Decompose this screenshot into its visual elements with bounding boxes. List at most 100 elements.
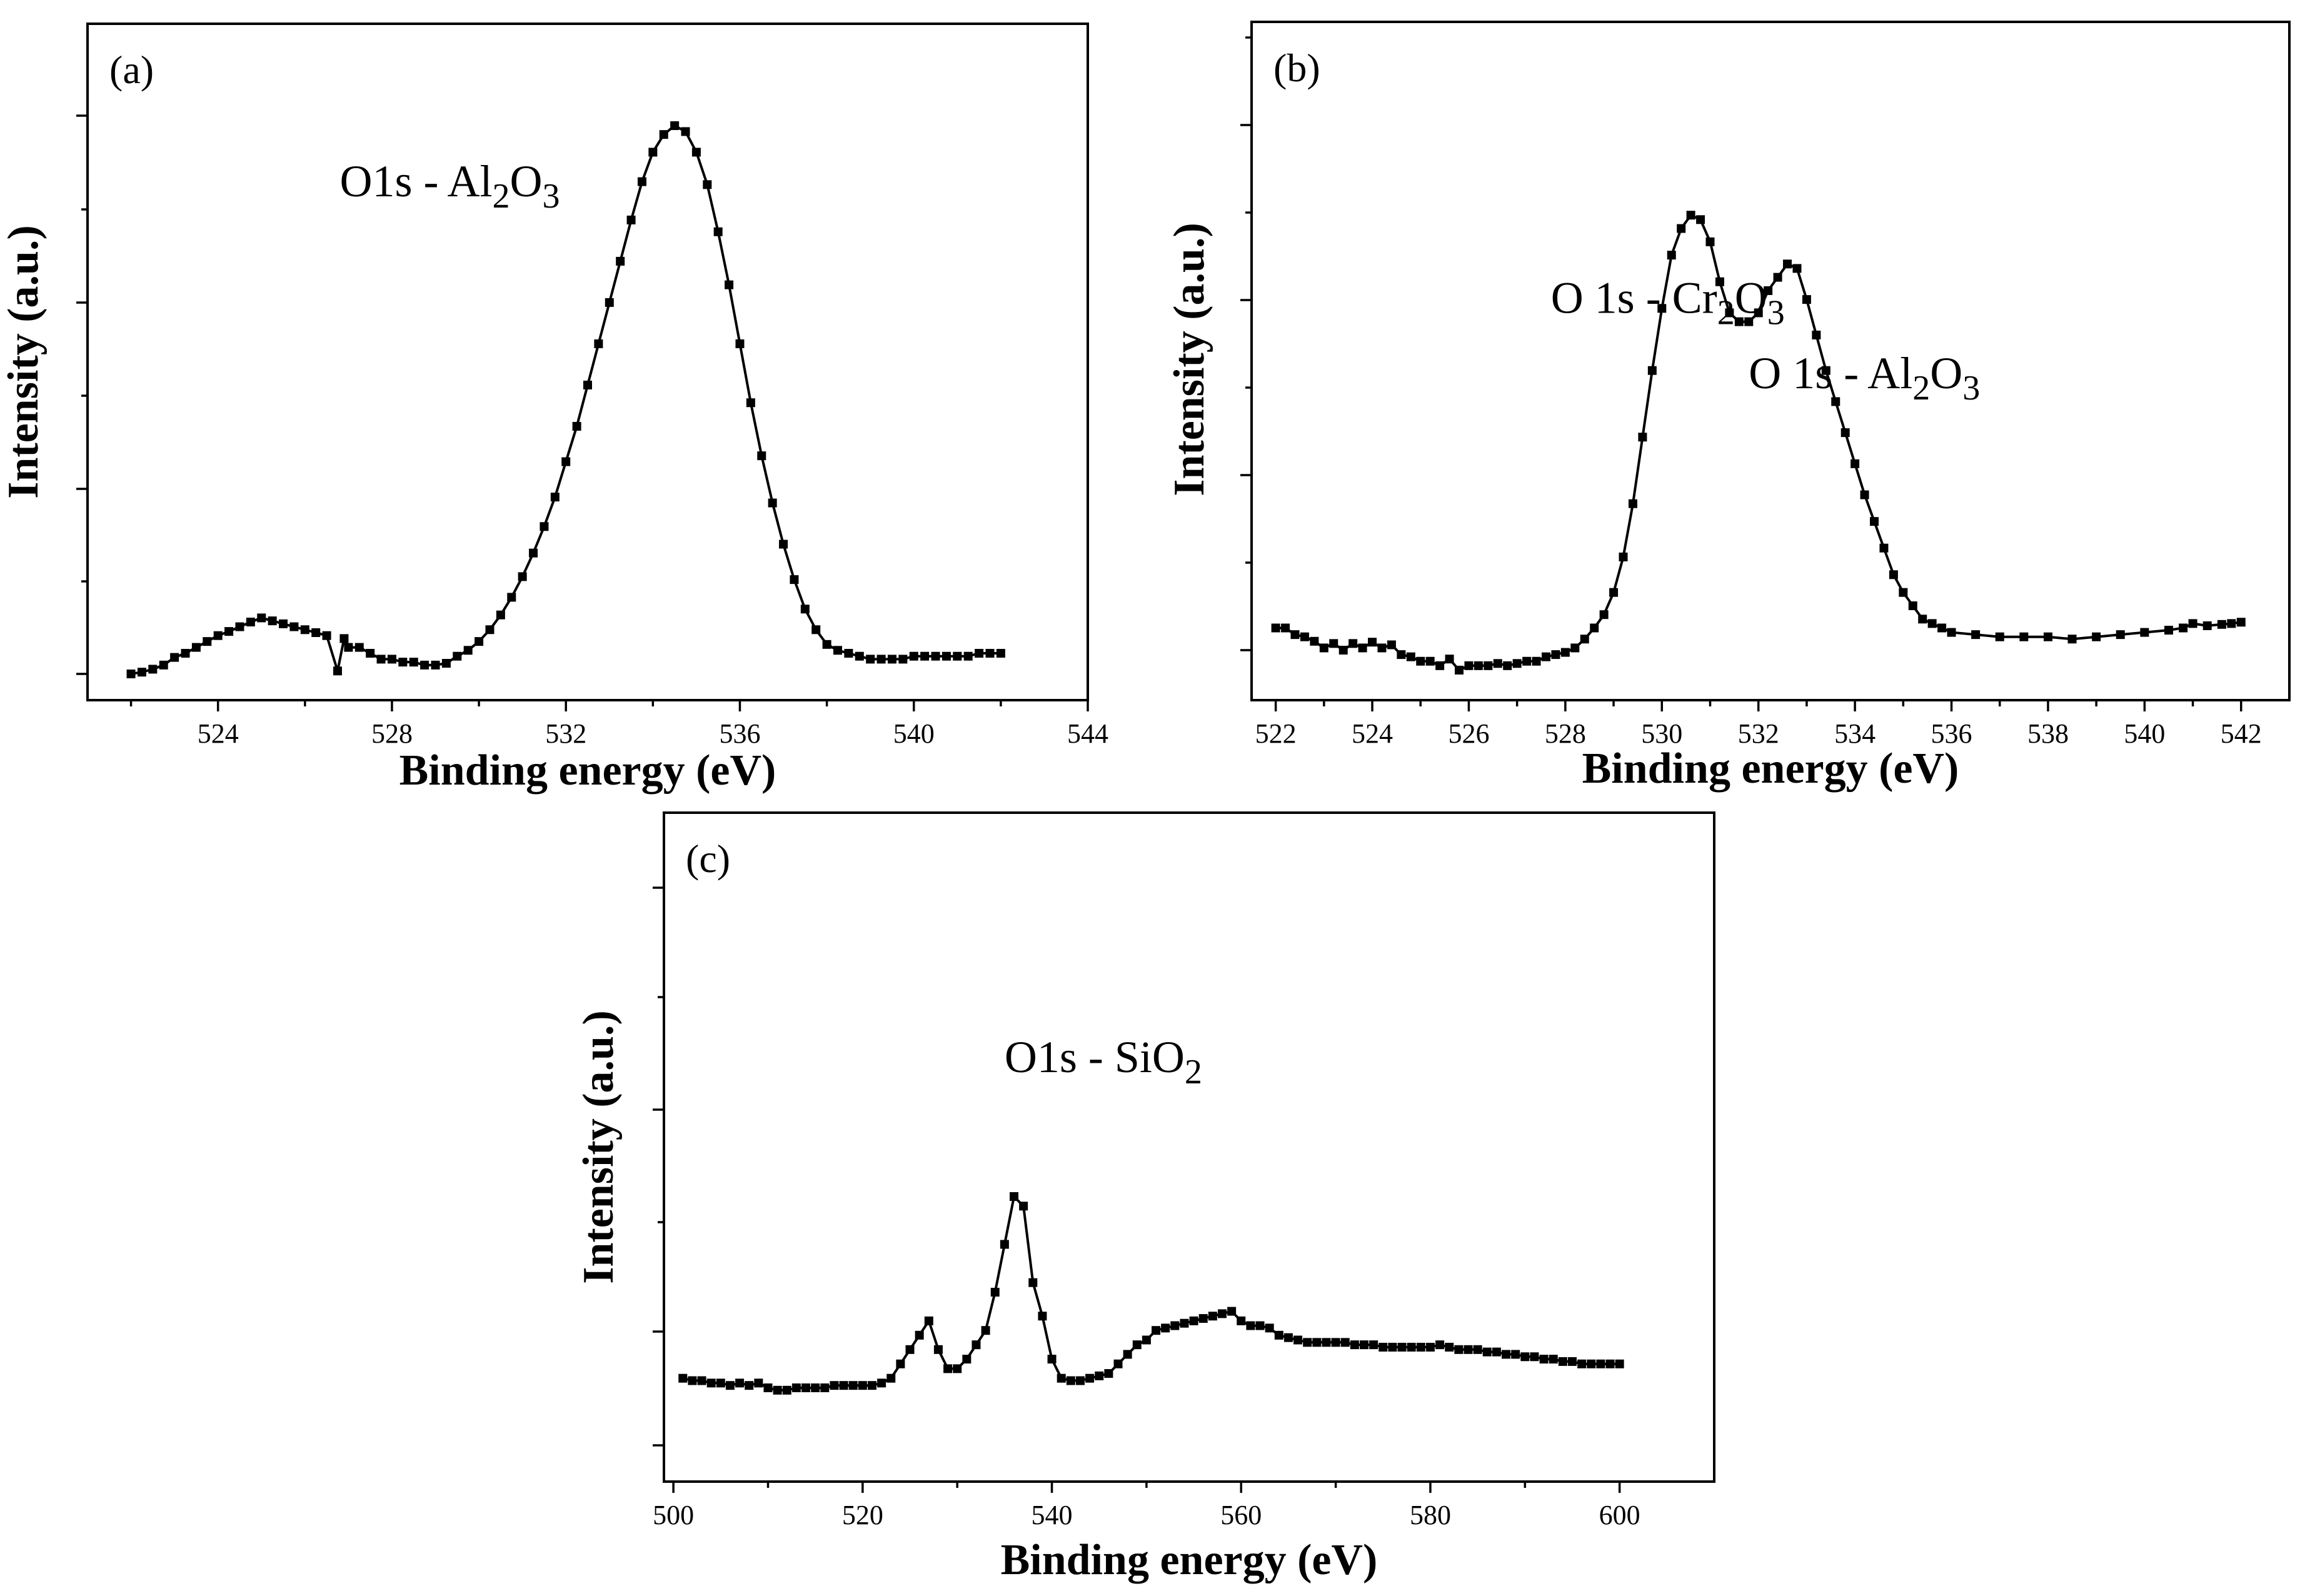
annotation-text: O 1s - Al [1749, 348, 1912, 398]
data-point [137, 668, 146, 677]
y-axis-title: Intensity (a.u.) [1165, 223, 1213, 496]
x-tick-label: 526 [1448, 718, 1489, 749]
data-point [203, 637, 212, 646]
data-point [1271, 623, 1280, 633]
data-point [782, 1385, 791, 1395]
data-point [431, 660, 440, 670]
annotation-text: O1s - SiO [1005, 1032, 1185, 1082]
data-point [409, 658, 418, 667]
data-point [2179, 623, 2188, 633]
panel-c: 500 520 540 560 580 600 Binding energy (eV) Int… [575, 811, 1715, 1584]
data-point [855, 651, 864, 661]
data-point [1281, 623, 1290, 633]
data-point [1388, 1342, 1397, 1352]
data-point [1303, 1338, 1312, 1347]
data-point [1310, 636, 1319, 646]
data-point [1541, 652, 1550, 661]
data-point [909, 651, 918, 661]
data-point [1331, 1338, 1340, 1347]
peak-annotation: O 1s - Al2O3 [1749, 348, 1980, 408]
x-tick-label: 524 [198, 718, 239, 749]
data-point [1113, 1359, 1123, 1368]
data-point [300, 625, 309, 635]
data-point [953, 1364, 962, 1373]
data-point [1406, 652, 1415, 661]
data-point [1152, 1326, 1161, 1335]
data-point [1407, 1342, 1416, 1352]
x-tick-label: 600 [1599, 1500, 1640, 1530]
data-point [2188, 619, 2197, 628]
data-point [398, 658, 408, 667]
data-point [773, 1385, 782, 1395]
data-point [1918, 615, 1927, 624]
data-point [1010, 1192, 1018, 1201]
data-point [1567, 1357, 1577, 1366]
data-point [1377, 643, 1387, 653]
data-point [830, 1381, 839, 1390]
data-point [1605, 1359, 1615, 1368]
data-point [354, 643, 364, 652]
data-point [746, 398, 755, 408]
annotation-text: O [1930, 348, 1962, 398]
data-point [697, 1376, 706, 1385]
data-point [1851, 459, 1860, 468]
data-point [1860, 490, 1869, 499]
x-tick-label: 528 [371, 718, 413, 749]
data-point [1473, 1345, 1482, 1354]
data-point [1170, 1321, 1180, 1330]
data-point [735, 339, 745, 348]
data-point [648, 148, 658, 157]
data-point [725, 1381, 735, 1390]
data-point [235, 622, 244, 631]
data-point [1132, 1340, 1142, 1350]
data-point [1937, 623, 1947, 633]
data-point [246, 618, 255, 627]
data-point [942, 651, 951, 661]
x-tick-label: 540 [893, 718, 935, 749]
data-point [339, 634, 349, 643]
data-point [887, 655, 896, 664]
data-point [2227, 619, 2236, 628]
data-point [1802, 295, 1811, 304]
peak-annotation: O1s - SiO2 [1005, 1032, 1202, 1092]
data-point [181, 648, 190, 658]
x-tick-label: 500 [653, 1500, 694, 1530]
data-point [1104, 1369, 1113, 1378]
data-point [257, 613, 266, 623]
data-point [376, 655, 386, 664]
data-point [2116, 630, 2125, 640]
plot-frame [1250, 21, 2291, 701]
data-point [1454, 1345, 1464, 1354]
series-line [682, 1193, 1620, 1392]
data-point [1492, 1347, 1501, 1357]
data-point [1686, 211, 1695, 220]
data-point [985, 648, 995, 658]
data-point [1570, 643, 1580, 653]
x-tick-label: 580 [1410, 1500, 1451, 1530]
x-axis-title: Binding energy (eV) [1582, 745, 1959, 793]
data-point [507, 593, 516, 602]
data-point [779, 540, 788, 549]
data-point [790, 575, 799, 585]
data-point [1019, 1202, 1028, 1211]
data-point [289, 622, 299, 631]
data-point [1734, 317, 1744, 326]
data-point [905, 1345, 915, 1354]
annotation-subscript: 2 [1717, 293, 1735, 332]
data-point [706, 1378, 716, 1388]
data-point [822, 640, 831, 649]
x-tick-label: 544 [1067, 718, 1108, 749]
data-point [1435, 661, 1445, 670]
data-point [1560, 648, 1570, 657]
data-point [1908, 601, 1917, 610]
data-point [972, 1340, 981, 1350]
data-point [1841, 428, 1850, 438]
panel-label: (b) [1273, 46, 1320, 90]
data-point [1792, 264, 1802, 273]
data-point [1725, 308, 1734, 318]
data-point [1657, 304, 1667, 313]
data-point [159, 660, 168, 670]
data-point [213, 631, 223, 640]
data-point [1369, 1340, 1378, 1350]
x-tick-label: 538 [2027, 718, 2069, 749]
